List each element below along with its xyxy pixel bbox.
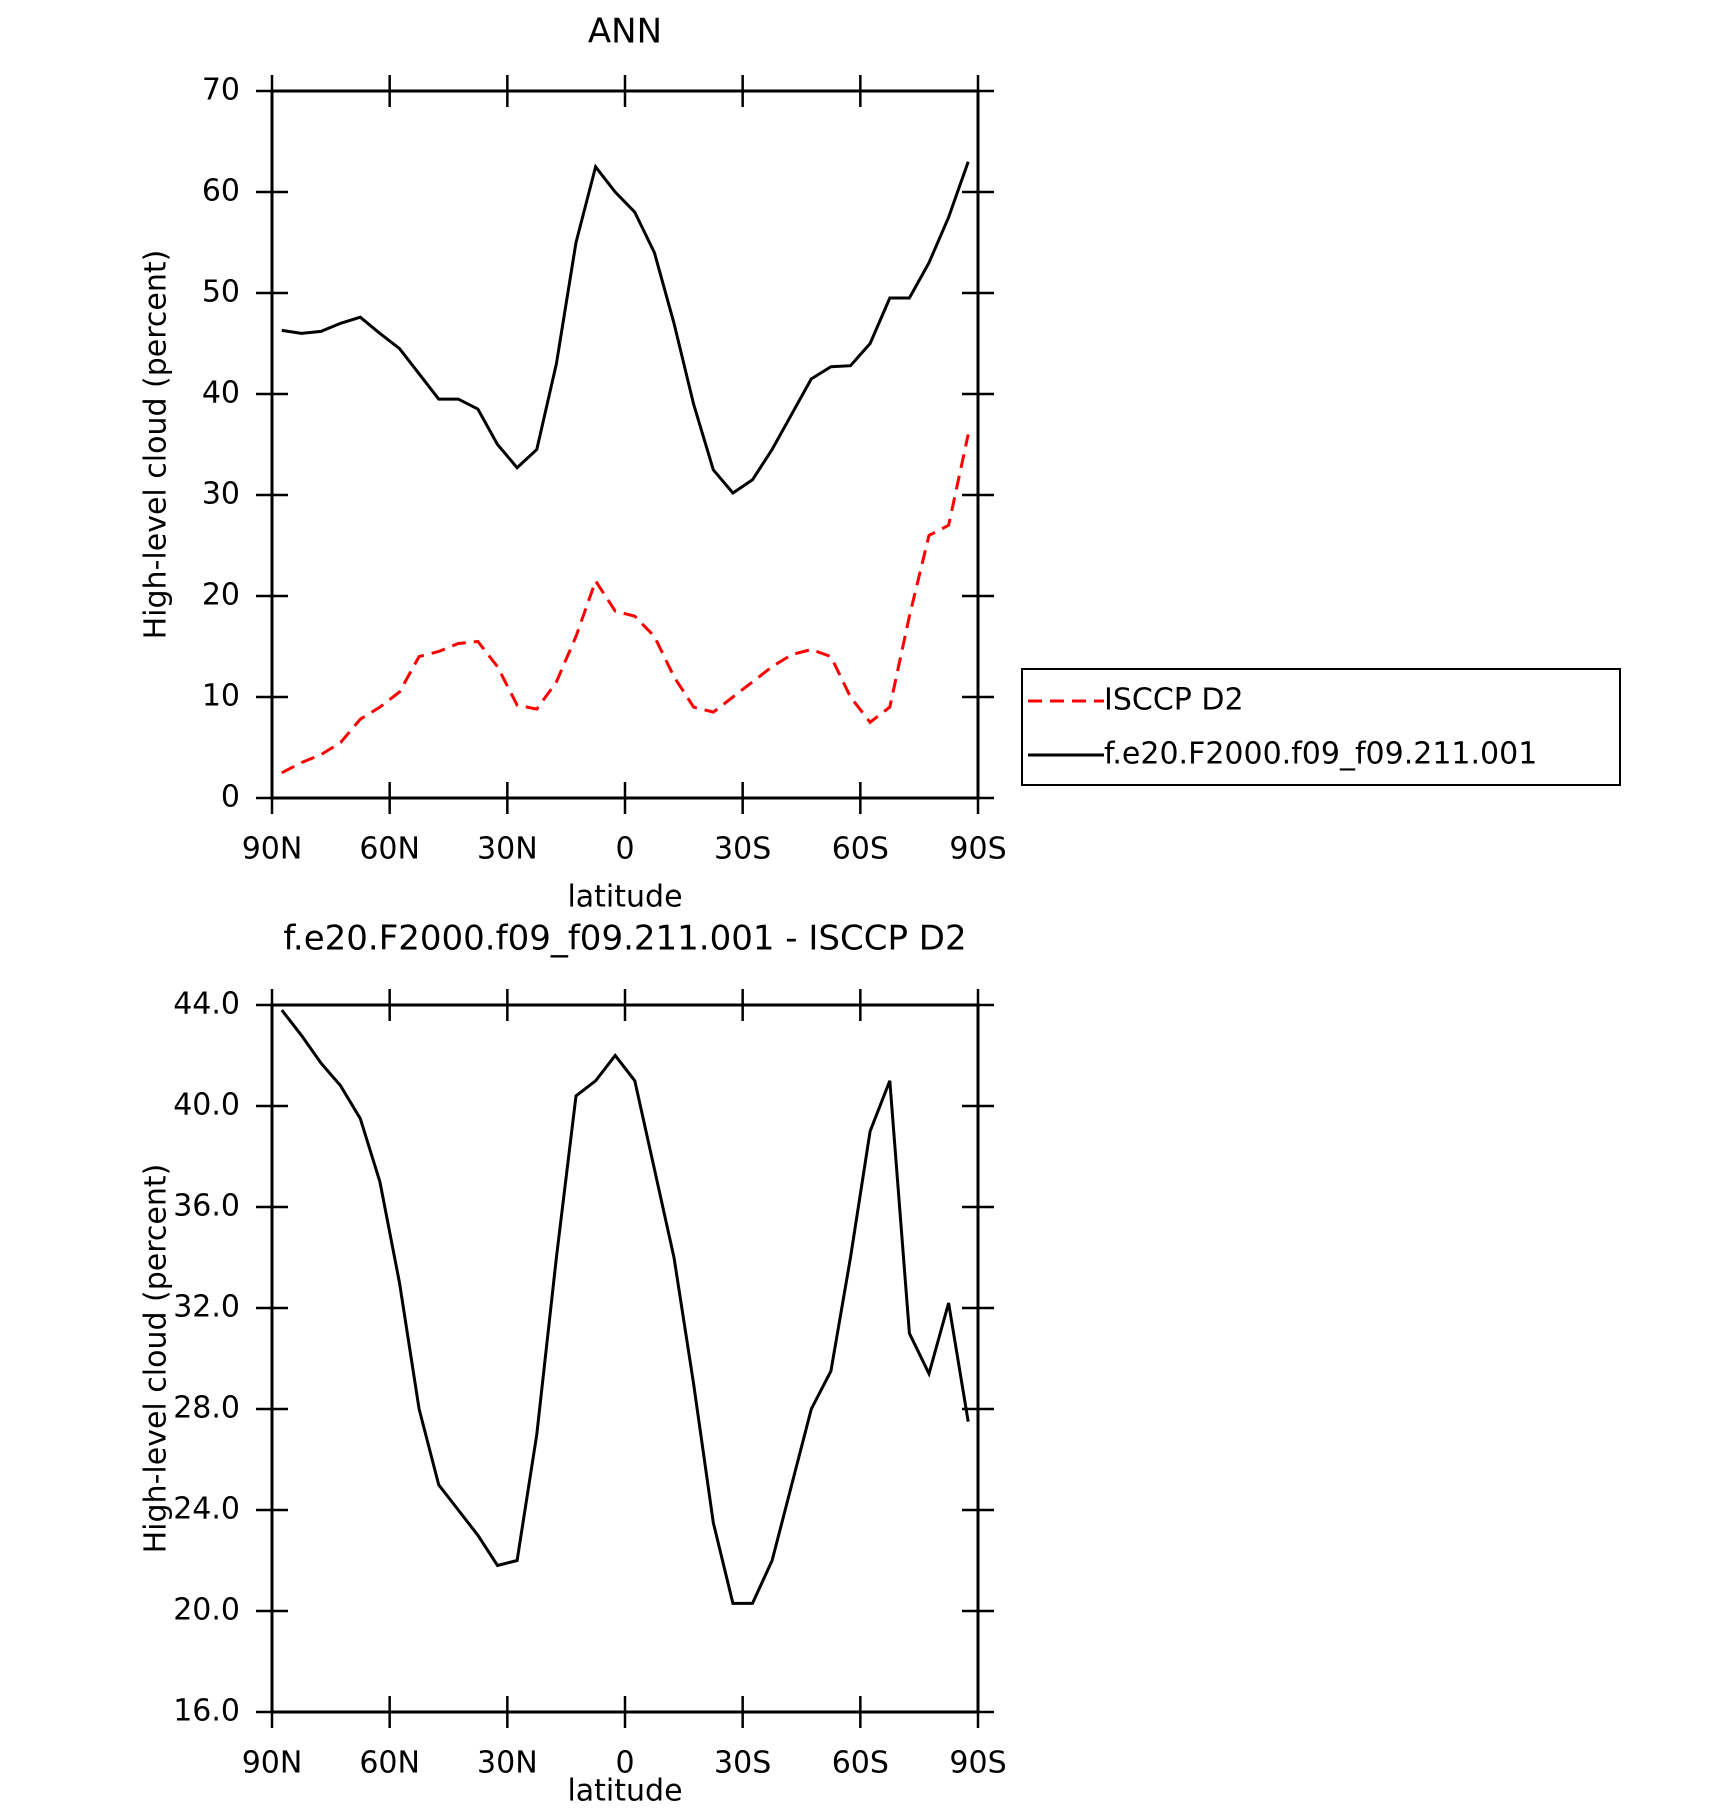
y-tick-label: 70 (202, 73, 240, 108)
y-tick-label: 16.0 (173, 1694, 240, 1729)
x-tick-label: 90S (949, 1746, 1006, 1781)
y-tick-label: 30 (202, 477, 240, 512)
y-tick-label: 40 (202, 376, 240, 411)
y-tick-label: 20 (202, 578, 240, 613)
x-tick-label: 30N (477, 1746, 538, 1781)
x-tick-label: 60S (832, 832, 889, 867)
x-tick-label: 60N (359, 1746, 420, 1781)
x-axis-label: latitude (567, 880, 682, 915)
x-tick-label: 0 (615, 1746, 634, 1781)
data-line (281, 161, 970, 495)
data-line (280, 1009, 970, 1605)
x-tick-label: 90S (949, 832, 1006, 867)
y-tick-label: 20.0 (173, 1593, 240, 1628)
y-tick-label: 28.0 (173, 1391, 240, 1426)
legend-box (1021, 668, 1621, 786)
x-tick-label: 30S (714, 1746, 771, 1781)
y-tick-label: 40.0 (173, 1088, 240, 1123)
y-tick-label: 0 (221, 780, 240, 815)
y-tick-label: 50 (202, 275, 240, 310)
plot-frame (270, 1003, 980, 1714)
y-tick-label: 60 (202, 174, 240, 209)
x-tick-label: 90N (242, 1746, 303, 1781)
x-tick-label: 30S (714, 832, 771, 867)
y-tick-label: 10 (202, 679, 240, 714)
x-tick-label: 60S (832, 1746, 889, 1781)
y-tick-label: 32.0 (173, 1290, 240, 1325)
chart-title: f.e20.F2000.f09_f09.211.001 - ISCCP D2 (283, 919, 966, 959)
data-line (281, 434, 970, 775)
x-axis-label: latitude (567, 1774, 682, 1809)
y-axis-label: High-level cloud (percent) (139, 1164, 174, 1554)
y-axis-label: High-level cloud (percent) (139, 250, 174, 640)
x-tick-label: 60N (359, 832, 420, 867)
legend-label: f.e20.F2000.f09_f09.211.001 (1104, 737, 1537, 772)
chart-title: ANN (588, 12, 662, 52)
plot-frame (270, 89, 980, 800)
y-tick-label: 36.0 (173, 1189, 240, 1224)
y-tick-label: 44.0 (173, 987, 240, 1022)
x-tick-label: 90N (242, 832, 303, 867)
y-tick-label: 24.0 (173, 1492, 240, 1527)
legend-label: ISCCP D2 (1104, 683, 1244, 718)
x-tick-label: 30N (477, 832, 538, 867)
x-tick-label: 0 (615, 832, 634, 867)
